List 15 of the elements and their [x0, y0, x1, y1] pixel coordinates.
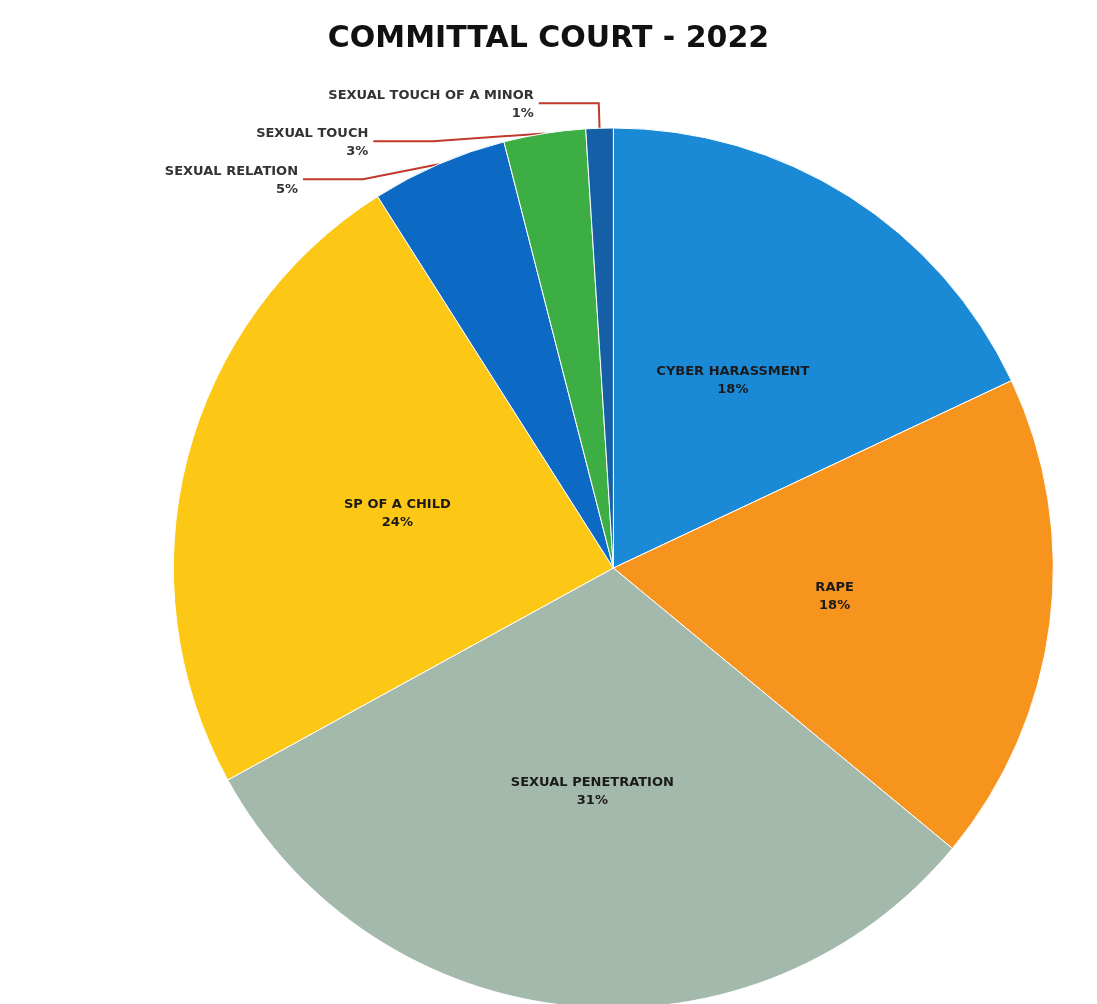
data-label: 18% — [819, 597, 851, 613]
slice-label: SEXUAL TOUCH OF A MINOR — [328, 86, 534, 102]
data-label: 24% — [381, 514, 413, 530]
slice-label: SEXUAL TOUCH — [256, 124, 369, 140]
slice-label: RAPE — [815, 579, 854, 595]
slice-label: SP OF A CHILD — [343, 496, 451, 512]
data-label: 1% — [511, 104, 534, 120]
data-label: 5% — [275, 180, 299, 196]
data-label: 18% — [717, 381, 749, 397]
data-label: 3% — [346, 142, 369, 158]
slice-label: SEXUAL RELATION — [164, 162, 299, 178]
slice-label: CYBER HARASSMENT — [656, 363, 810, 379]
chart-title: COMMITTAL COURT - 2022 — [327, 18, 770, 54]
data-label: 31% — [576, 791, 608, 807]
slice-label: SEXUAL PENETRATION — [510, 773, 674, 789]
